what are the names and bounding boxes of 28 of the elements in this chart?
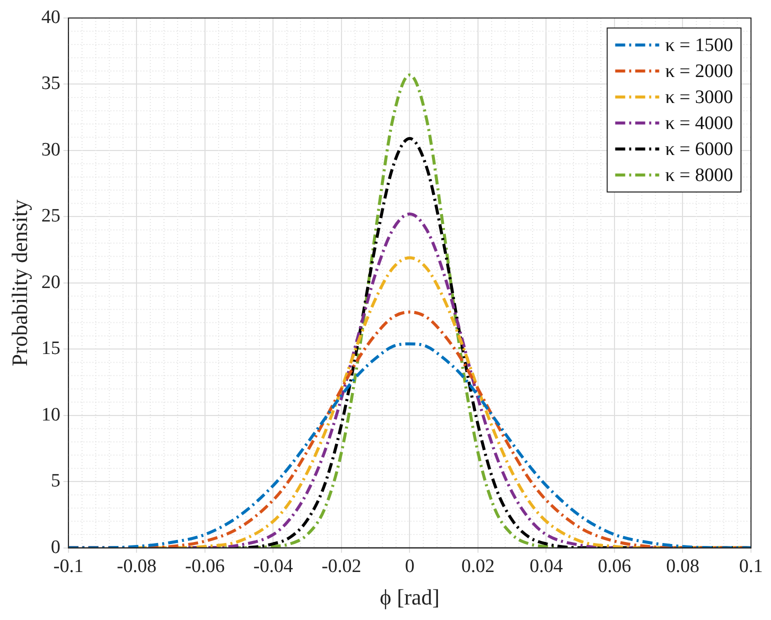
y-tick-label: 0	[50, 536, 60, 558]
x-tick-label: 0.04	[530, 556, 564, 578]
y-tick-label: 20	[41, 272, 60, 293]
legend-label: κ = 4000	[665, 112, 734, 134]
y-tick-label: 25	[41, 206, 60, 227]
y-tick-label: 30	[41, 139, 60, 160]
y-tick-label: 5	[50, 470, 60, 492]
y-tick-label: 15	[41, 338, 60, 360]
x-tick-label: 0.1	[739, 556, 763, 578]
x-tick-label: -0.1	[53, 556, 84, 578]
x-tick-label: 0	[404, 556, 414, 578]
legend-label: κ = 6000	[665, 138, 734, 160]
x-tick-label: -0.06	[185, 556, 225, 578]
x-tick-label: 0.02	[461, 556, 495, 578]
y-axis-title: Probability density	[6, 199, 32, 366]
x-tick-label: 0.08	[666, 556, 700, 578]
y-tick-label: 40	[41, 6, 60, 28]
x-tick-label: -0.04	[253, 556, 294, 578]
x-axis-title: ϕ [rad]	[380, 584, 440, 610]
y-tick-label: 10	[41, 404, 60, 426]
y-tick-label: 35	[41, 73, 60, 94]
x-tick-label: -0.08	[116, 556, 156, 578]
legend-label: κ = 8000	[665, 164, 734, 186]
legend-label: κ = 3000	[665, 86, 734, 108]
legend-label: κ = 2000	[665, 60, 734, 82]
x-tick-label: -0.02	[322, 556, 362, 578]
legend-label: κ = 1500	[665, 34, 734, 56]
x-tick-label: 0.06	[598, 556, 632, 578]
